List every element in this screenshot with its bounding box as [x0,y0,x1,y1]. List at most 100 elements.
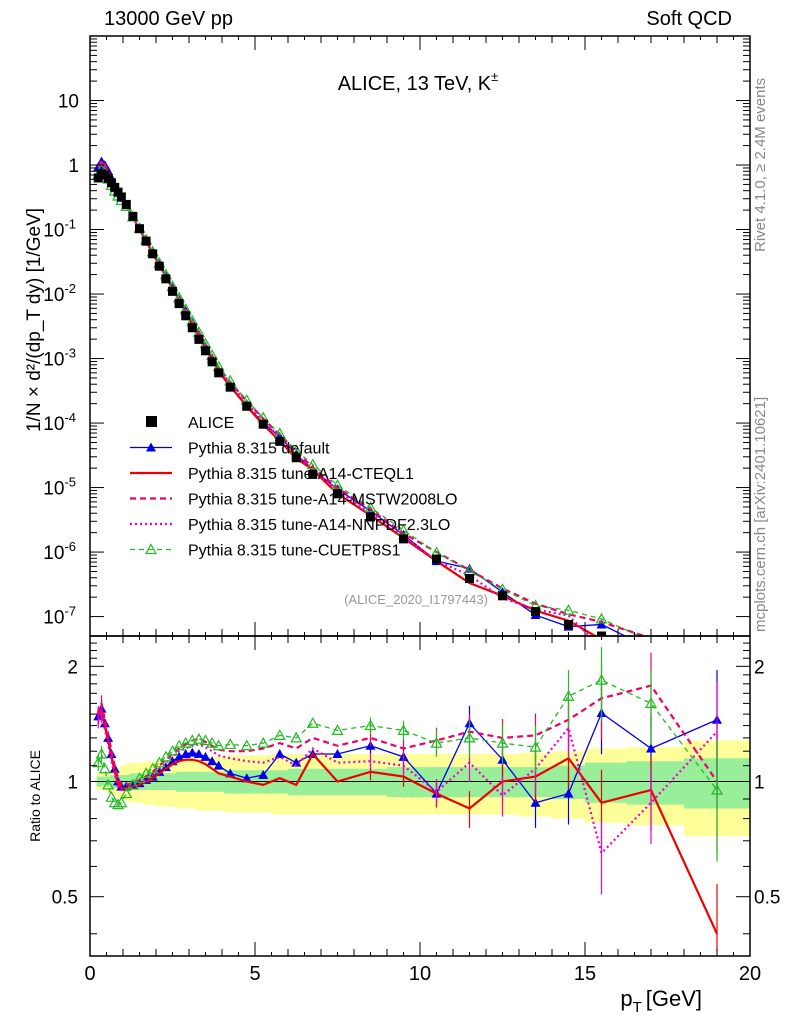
chart-title: ALICE, 13 TeV, K± [338,69,499,95]
y-tick-label-ratio: 0.5 [52,888,78,909]
spectrum-series-alice [93,169,606,636]
ratio-point [646,743,656,753]
spectrum-point [595,612,608,624]
ratio-line-nnpdf [97,711,718,856]
ratio-point [115,796,128,808]
y-axis-label-top: 1/N × d²/(dp_T dy) [1/GeV] [24,208,45,432]
ratio-point [105,790,118,802]
ratio-point [710,783,724,795]
y-tick-label-ratio-right: 0.5 [754,888,780,909]
alice-data-point [161,274,171,284]
header-right-label: Soft QCD [646,8,732,30]
alice-data-point [214,368,224,378]
ratio-point [174,751,185,761]
alice-data-point [432,554,441,564]
legend-item-default: Pythia 8.315 default [130,441,330,458]
ratio-series-cteql1 [97,702,718,952]
ratio-point [186,734,199,746]
analysis-label: (ALICE_2020_I1797443) [344,592,488,607]
y-axis-label-ratio: Ratio to ALICE [27,750,43,842]
spectrum-point [364,501,377,513]
spectrum-point [331,478,344,490]
ratio-point [644,697,658,708]
legend-item-mstw: Pythia 8.315 tune-A14-MSTW2008LO [130,492,457,509]
spectrum-line-cteql1 [97,160,598,636]
legend-marker-alice [146,416,157,427]
ratio-point [187,747,198,757]
x-tick-label: 15 [574,963,596,985]
ratio-point [257,736,270,748]
ratio-point [207,756,218,766]
alice-data-point [498,591,507,601]
x-tick-label: 5 [249,963,260,985]
ratio-point [200,751,211,761]
y-tick-label-ratio: 2 [67,657,78,678]
alice-data-point [399,534,408,544]
alice-data-point [135,224,144,234]
alice-data-point [148,249,158,259]
alice-data-point [242,401,252,411]
y-tick-label-top: 10-3 [43,346,76,371]
ratio-point [530,797,541,807]
ratio-uncertainty-band [90,740,750,837]
alice-data-point [465,573,474,583]
ratio-point [213,760,224,770]
alice-data-point [181,311,191,321]
alice-data-point [116,192,126,202]
ratio-point [154,766,165,776]
alice-data-point [564,620,573,630]
ratio-point [529,740,542,752]
spectrum-series-group [92,156,652,636]
ratio-point [146,762,159,774]
ratio-point [291,757,302,767]
alice-data-point [110,182,120,192]
ratio-point [98,762,111,774]
alice-data-point [187,323,197,333]
spectrum-point [306,458,319,470]
ratio-point [199,734,212,746]
y-tick-label-ratio-right: 2 [754,657,765,678]
legend-marker-cuetp8s1 [144,543,158,555]
alice-data-point [207,357,217,367]
legend-label-nnpdf: Pythia 8.315 tune-A14-NNPDF2.3LO [188,517,450,534]
alice-data-point [106,178,116,188]
legend-label-default: Pythia 8.315 default [188,441,330,458]
ratio-point [397,724,410,736]
spectrum-point [596,619,607,629]
ratio-point [364,719,377,731]
legend-label-mstw: Pythia 8.315 tune-A14-MSTW2008LO [188,492,457,509]
alice-data-point [225,382,235,392]
y-tick-label-top: 10-5 [43,475,76,500]
y-tick-label-top: 10-7 [43,604,76,629]
alice-data-point [194,334,204,344]
legend-item-cteql1: Pythia 8.315 tune-A14-CTEQL1 [130,466,414,483]
header-left-label: 13000 GeV pp [104,8,233,30]
alice-data-point [121,199,131,209]
ratio-point [153,756,166,768]
alice-data-point [201,346,210,356]
alice-data-point [113,187,123,197]
ratio-point [112,798,125,810]
y-tick-label-top: 10-1 [43,217,76,242]
alice-data-point [258,419,268,429]
y-tick-label-ratio: 1 [67,773,78,794]
y-tick-label-top: 10-2 [43,281,76,306]
ratio-point [206,736,219,748]
legend-label-cteql1: Pythia 8.315 tune-A14-CTEQL1 [188,466,414,483]
ratio-point [212,739,225,751]
ratio-line-cteql1 [97,707,718,935]
legend: ALICE Pythia 8.315 default Pythia 8.315 tu… [130,415,457,560]
y-tick-label-top: 10-6 [43,539,76,564]
ratio-point [290,731,303,743]
ratio-point [126,778,139,790]
ratio-series-cuetp8s1 [92,647,724,862]
ratio-point [274,749,285,759]
ratio-point [193,749,204,759]
ratio-point [95,747,108,759]
x-axis-label: pT [GeV] [620,986,702,1016]
alice-data-point [128,211,138,221]
legend-marker-default [146,442,156,452]
spectrum-point [397,524,410,535]
ratio-point [306,716,319,728]
x-tick-label: 20 [739,963,761,985]
